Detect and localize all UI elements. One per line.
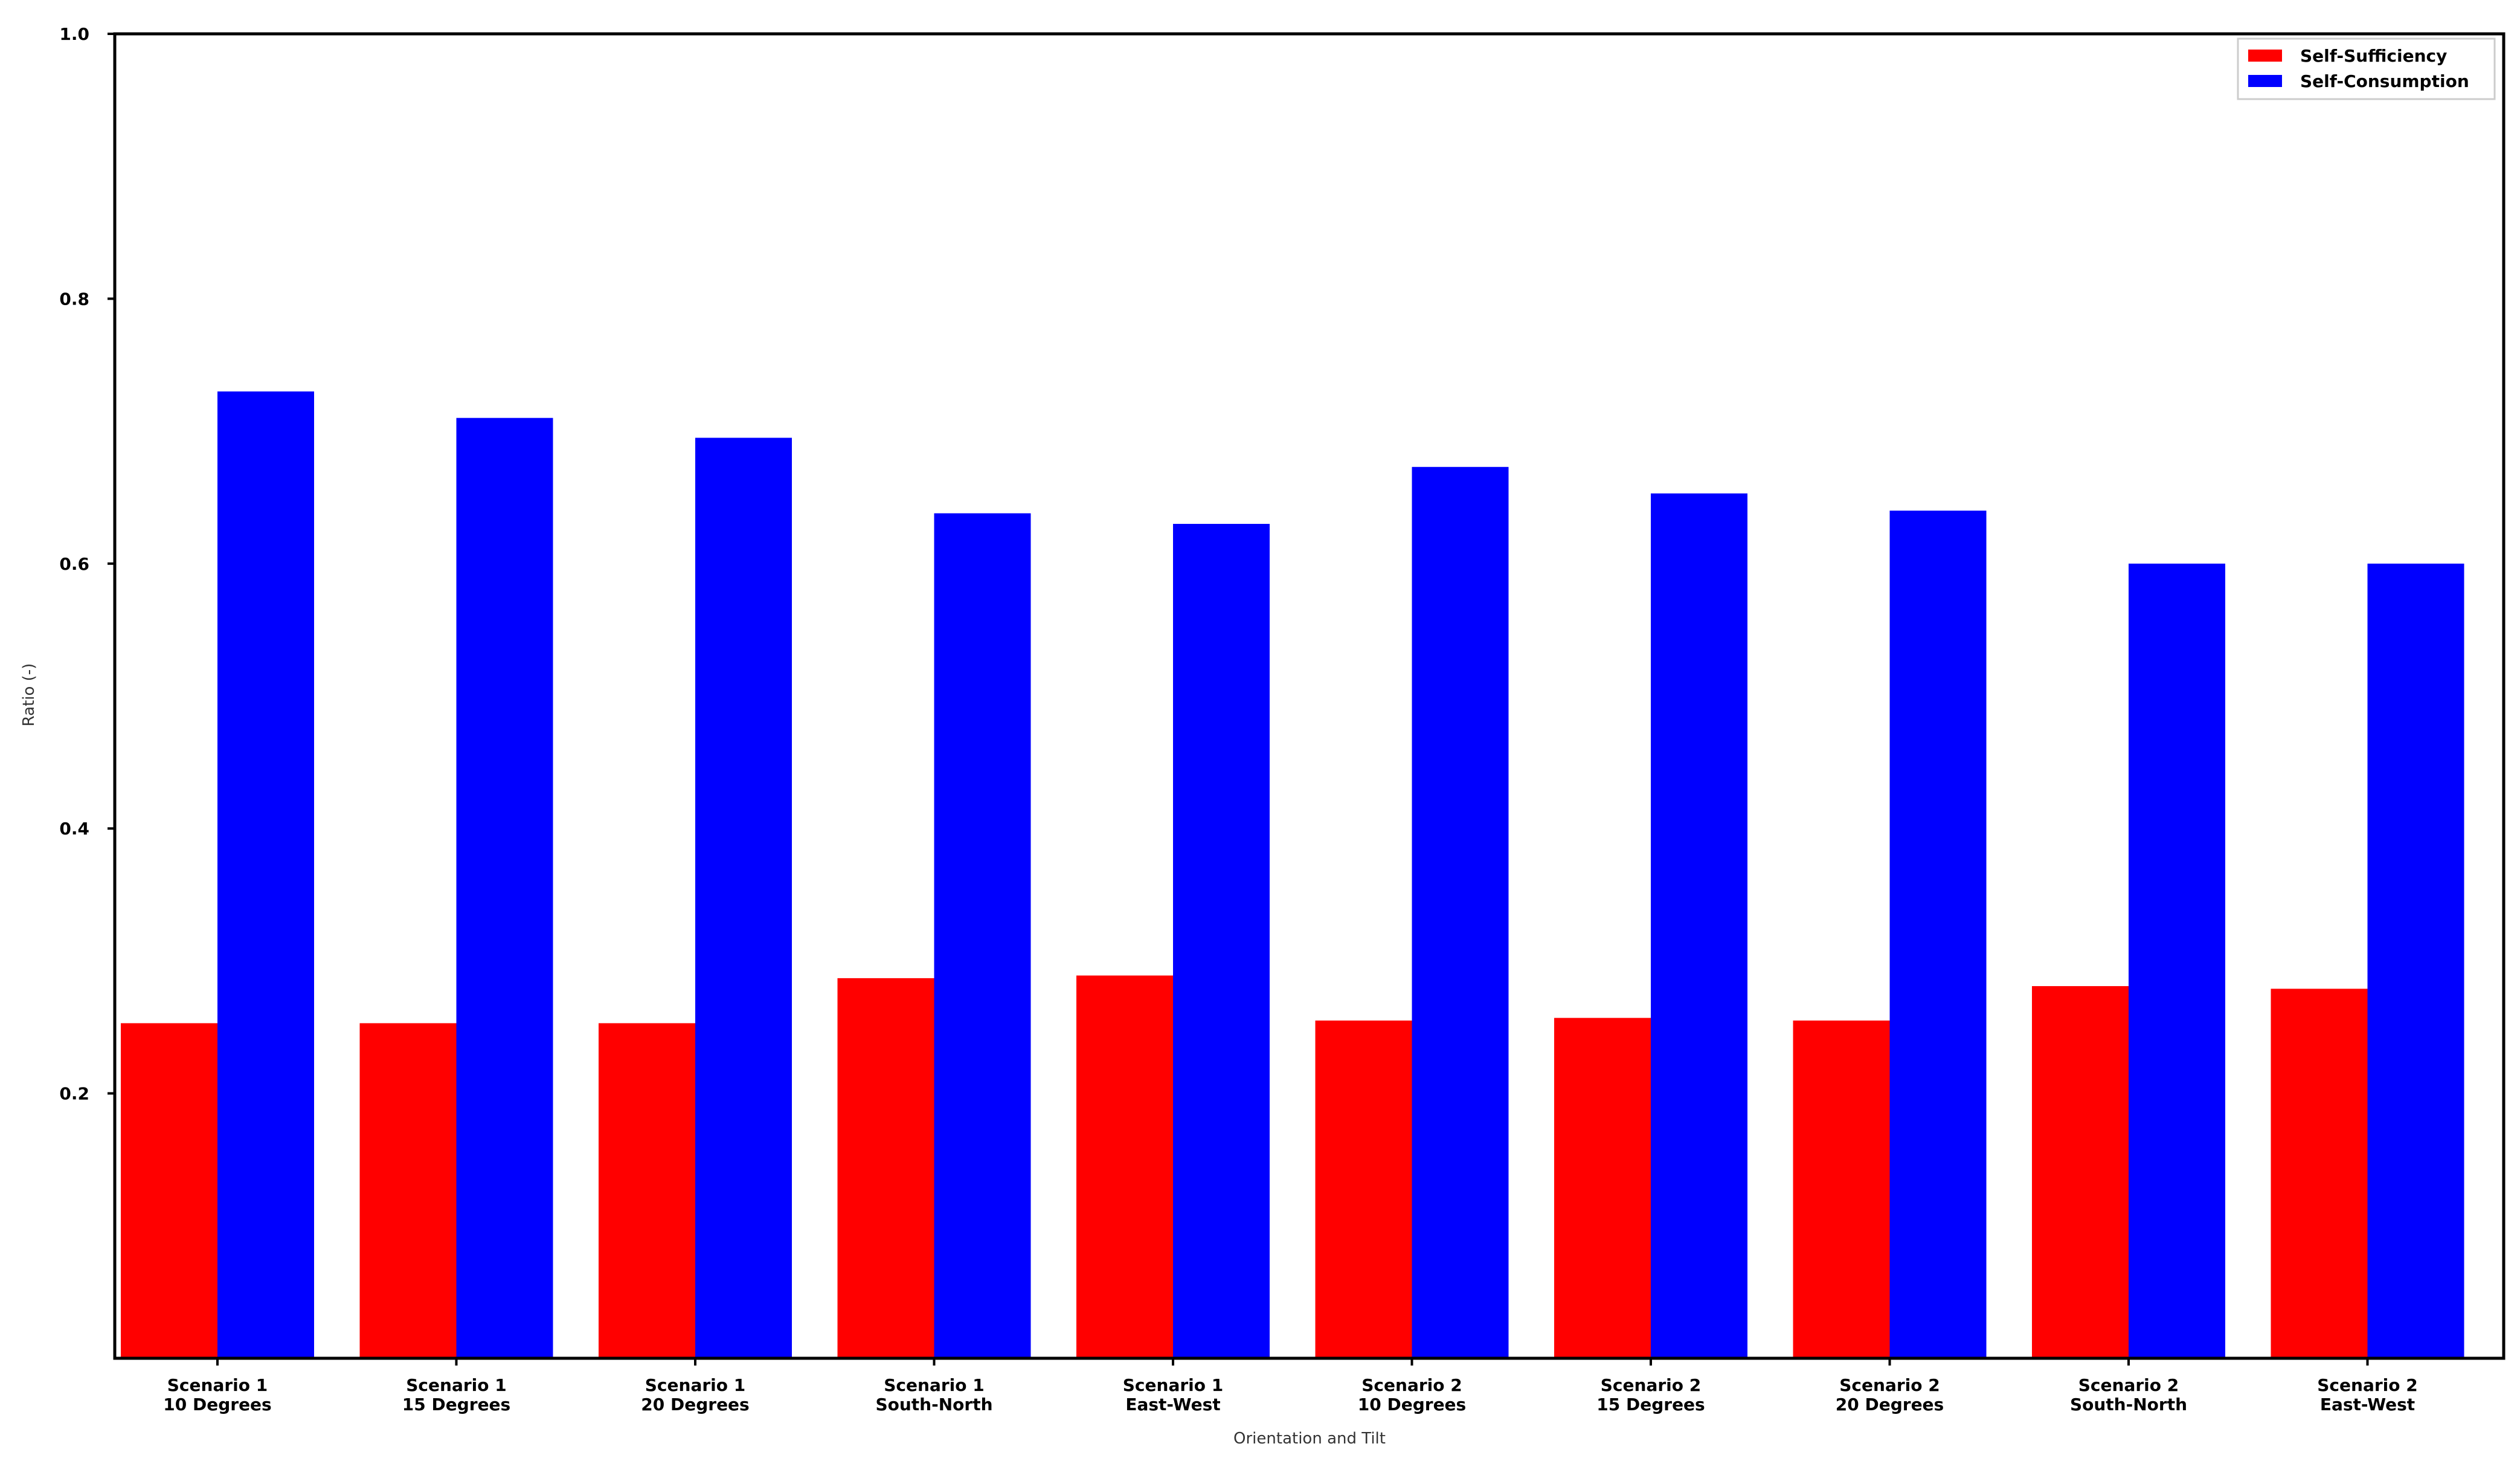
- x-tick-label-line2: South-North: [2070, 1395, 2187, 1414]
- self-sufficiency-legend-label: Self-Sufficiency: [2300, 46, 2447, 66]
- self-consumption-bar-2: [456, 418, 553, 1359]
- self-consumption-legend-label: Self-Consumption: [2300, 71, 2469, 91]
- y-tick-label: 0.2: [59, 1084, 89, 1104]
- x-tick-label-line2: South-North: [875, 1395, 992, 1414]
- self-sufficiency-bar-8: [1793, 1021, 1890, 1358]
- self-consumption-legend-swatch: [2248, 75, 2282, 87]
- plot-area-frame: [113, 32, 2506, 1360]
- legend: Self-Sufficiency Self-Consumption: [2237, 37, 2496, 100]
- self-sufficiency-bar-5: [1076, 975, 1173, 1358]
- self-consumption-bar-5: [1173, 524, 1270, 1358]
- self-sufficiency-bar-9: [2032, 986, 2129, 1358]
- x-tick-label-line2: 15 Degrees: [1596, 1395, 1705, 1414]
- self-consumption-bar-1: [217, 391, 314, 1358]
- x-tick-label-line2: 15 Degrees: [402, 1395, 510, 1414]
- x-tick-label-line2: East-West: [1125, 1395, 1220, 1414]
- self-sufficiency-bar-6: [1315, 1021, 1412, 1358]
- self-sufficiency-bar-4: [837, 978, 934, 1358]
- self-consumption-bar-6: [1412, 466, 1509, 1359]
- x-tick-label-line2: 20 Degrees: [1836, 1395, 1944, 1414]
- x-tick-label-line1: Scenario 1: [406, 1375, 506, 1395]
- x-tick-label-line1: Scenario 2: [1601, 1375, 1701, 1395]
- self-sufficiency-bar-7: [1554, 1018, 1651, 1358]
- self-sufficiency-legend-swatch: [2248, 50, 2282, 62]
- y-tick-label: 0.4: [59, 819, 89, 839]
- x-tick-label-line2: East-West: [2320, 1395, 2415, 1414]
- self-sufficiency-bar-2: [359, 1023, 457, 1358]
- x-tick-label-line1: Scenario 2: [1361, 1375, 1462, 1395]
- x-tick-label-line1: Scenario 1: [884, 1375, 984, 1395]
- self-consumption-bar-8: [1889, 511, 1987, 1358]
- x-tick-label-line1: Scenario 1: [645, 1375, 745, 1395]
- x-tick-label-line2: 20 Degrees: [641, 1395, 749, 1414]
- self-consumption-bar-3: [695, 437, 792, 1358]
- x-tick-label-line1: Scenario 2: [2317, 1375, 2417, 1395]
- x-axis-title: Orientation and Tilt: [1233, 1430, 1386, 1448]
- self-consumption-bar-7: [1651, 493, 1747, 1358]
- self-sufficiency-bar-1: [121, 1023, 217, 1358]
- y-axis-title: Ratio (-): [20, 663, 38, 727]
- legend-box: [2237, 37, 2496, 100]
- y-tick-label: 0.6: [59, 554, 89, 574]
- y-axis: 0.2 0.4 0.6 0.8 1.0: [59, 24, 115, 1104]
- bars-group: [121, 391, 2464, 1359]
- x-tick-label-line1: Scenario 2: [1839, 1375, 1940, 1395]
- self-sufficiency-bar-3: [599, 1023, 695, 1358]
- x-tick-label-line2: 10 Degrees: [163, 1395, 271, 1414]
- self-consumption-bar-4: [934, 513, 1031, 1358]
- y-tick-label: 1.0: [59, 24, 89, 44]
- x-tick-label-line1: Scenario 1: [167, 1375, 268, 1395]
- x-tick-label-line1: Scenario 2: [2078, 1375, 2179, 1395]
- self-consumption-bar-10: [2367, 563, 2464, 1358]
- x-tick-label-line1: Scenario 1: [1123, 1375, 1223, 1395]
- self-sufficiency-bar-10: [2271, 989, 2368, 1358]
- x-tick-label-line2: 10 Degrees: [1358, 1395, 1466, 1414]
- self-consumption-bar-9: [2129, 563, 2225, 1358]
- y-tick-label: 0.8: [59, 289, 89, 309]
